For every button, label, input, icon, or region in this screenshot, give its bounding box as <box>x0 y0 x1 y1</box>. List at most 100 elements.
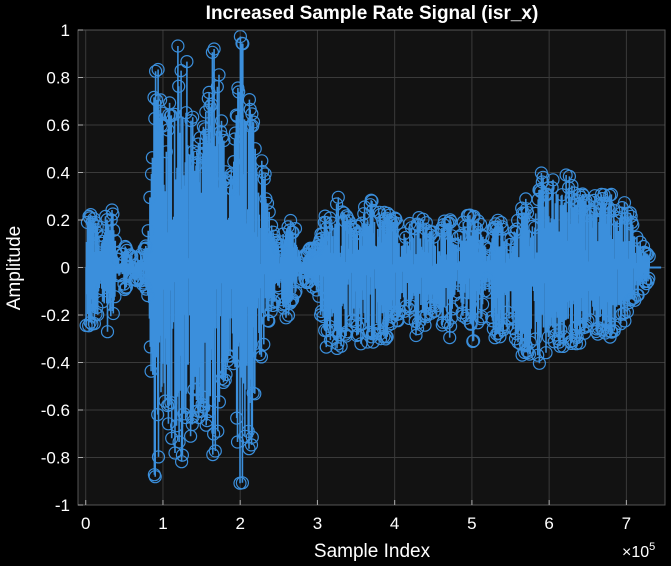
stem-marker <box>548 323 562 337</box>
stem-marker <box>443 213 457 227</box>
stem-marker <box>141 224 155 238</box>
stem-marker <box>521 345 535 360</box>
stem-marker <box>540 187 554 201</box>
stem-marker <box>597 188 611 202</box>
stem-marker <box>399 299 413 313</box>
stem-marker <box>624 209 638 223</box>
stem-marker <box>143 340 157 354</box>
stem-marker <box>172 435 186 449</box>
stem-marker <box>357 207 371 221</box>
stem-marker <box>230 109 244 124</box>
y-tick-label: 0.4 <box>46 164 70 183</box>
stem-marker <box>366 335 380 349</box>
stem-marker <box>591 327 605 341</box>
stem-marker <box>467 334 481 348</box>
stem-marker <box>145 151 159 165</box>
stem-marker <box>91 308 105 322</box>
stem-marker <box>312 289 326 303</box>
stem-marker <box>191 137 205 151</box>
stem-marker <box>496 323 510 337</box>
stem-marker <box>454 296 468 310</box>
stem-marker <box>568 328 583 342</box>
stem-marker <box>448 288 462 302</box>
stem-marker <box>348 227 363 241</box>
stem-marker <box>374 332 388 346</box>
stem-marker <box>248 387 262 401</box>
stem-marker <box>104 213 118 227</box>
stem-marker <box>618 314 632 328</box>
stem-marker <box>224 167 238 181</box>
stem-marker <box>288 222 303 236</box>
stem-marker <box>450 238 464 252</box>
stem-marker <box>265 218 279 232</box>
stem-marker <box>223 181 237 195</box>
stem-marker <box>179 410 193 425</box>
x-tick-label: 7 <box>622 514 631 533</box>
stem-marker <box>583 313 598 327</box>
stem-marker <box>161 398 175 413</box>
stem-marker <box>198 122 212 136</box>
stem-marker <box>197 400 211 414</box>
x-tick-label: 2 <box>235 514 244 533</box>
stem-marker <box>206 448 220 462</box>
stem-marker <box>203 99 217 114</box>
stem-marker <box>466 334 480 348</box>
stem-marker <box>545 181 559 195</box>
stem-marker <box>286 225 300 239</box>
stem-marker <box>416 212 430 226</box>
stem-marker <box>228 132 242 146</box>
stem-marker <box>100 325 115 339</box>
stem-marker <box>118 281 133 295</box>
stem-marker <box>275 235 289 249</box>
stem-marker <box>554 323 568 337</box>
stem-marker <box>148 470 162 484</box>
stem-marker <box>246 115 261 129</box>
stem-marker <box>451 230 465 244</box>
y-tick-label: 0.6 <box>46 116 70 135</box>
stem-marker <box>565 179 579 193</box>
stem-marker <box>399 230 413 245</box>
x-exponent-label: ×105 <box>622 541 655 561</box>
stem-marker <box>483 242 497 256</box>
stem-marker <box>275 293 289 307</box>
y-tick-label: 0.8 <box>46 69 70 88</box>
x-axis-label: Sample Index <box>314 541 431 562</box>
stem-marker <box>604 187 619 201</box>
y-tick-label: 0 <box>61 259 70 278</box>
stem-marker <box>541 181 555 195</box>
stem-marker <box>642 249 656 263</box>
stem-marker <box>258 167 272 181</box>
stem-marker <box>539 346 553 360</box>
stem-marker <box>161 417 175 431</box>
stem-marker <box>365 194 379 208</box>
stem-marker <box>113 268 127 282</box>
stem-marker <box>456 309 470 323</box>
stem-marker <box>500 305 514 319</box>
stem-marker <box>476 230 490 244</box>
stem-marker <box>149 64 163 78</box>
x-tick-label: 1 <box>158 514 167 533</box>
stem-marker <box>387 306 401 320</box>
stem-marker <box>480 249 494 263</box>
stem-marker <box>147 90 161 105</box>
x-tick-label: 4 <box>390 514 399 533</box>
stem-marker <box>513 337 528 351</box>
stem-marker <box>528 332 542 346</box>
x-axis: 0 1 2 3 4 5 6 7 <box>81 500 631 533</box>
stem-marker <box>262 205 276 219</box>
stem-marker <box>276 227 290 241</box>
stem-marker <box>271 241 285 256</box>
stem-marker <box>267 295 282 309</box>
stem-marker <box>90 220 104 234</box>
stem-marker <box>193 404 208 418</box>
stem-marker <box>214 114 229 128</box>
stem-marker <box>510 213 525 227</box>
stem-marker <box>454 228 468 242</box>
stem-marker <box>285 294 299 308</box>
stem-marker <box>481 271 495 285</box>
stem-marker <box>257 172 271 186</box>
stem-marker <box>505 312 519 326</box>
stem-marker <box>212 68 226 82</box>
stem-marker <box>129 273 143 287</box>
